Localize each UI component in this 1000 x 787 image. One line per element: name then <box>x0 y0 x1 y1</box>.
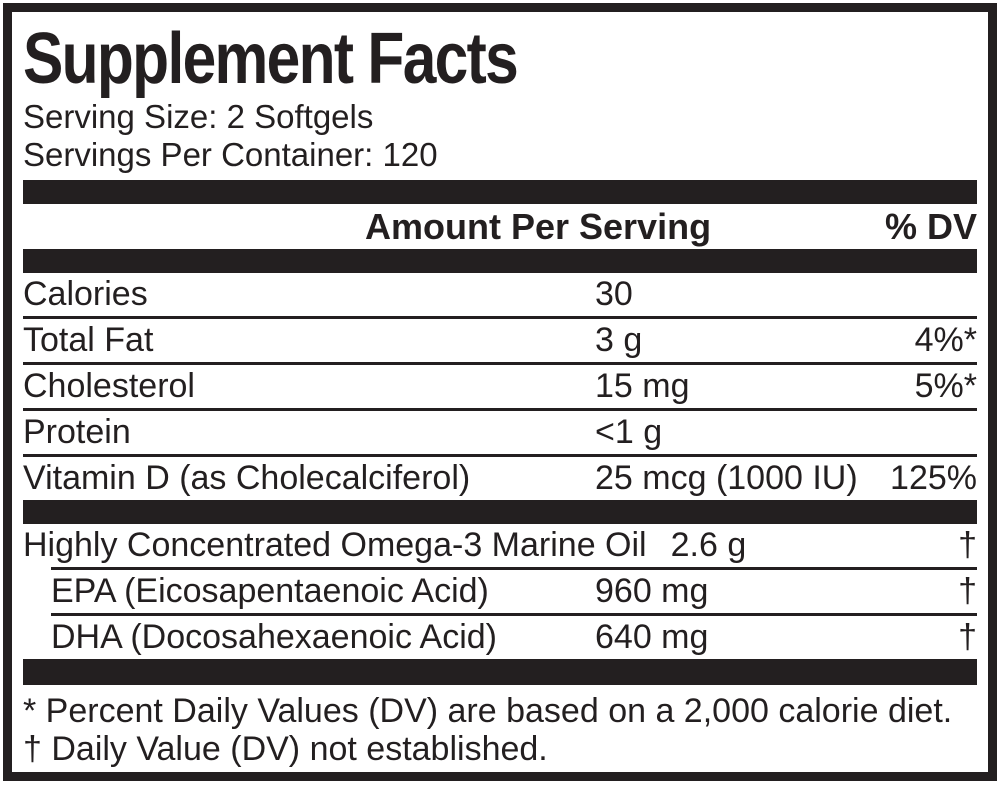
serving-size: Serving Size: 2 Softgels <box>23 98 374 135</box>
page-title-text: Supplement Facts <box>23 19 519 99</box>
column-header-amount: Amount Per Serving <box>365 205 712 247</box>
nutrient-dv-dagger: † <box>958 572 977 610</box>
nutrient-dv: 5%* <box>914 367 977 405</box>
nutrient-name: Protein <box>23 413 131 451</box>
divider-bar-bottom <box>23 659 977 685</box>
row-separator <box>23 454 977 457</box>
nutrient-amount: 640 mg <box>595 618 709 656</box>
nutrient-name: Vitamin D (as Cholecalciferol) <box>23 459 471 497</box>
nutrient-amount: 30 <box>595 275 633 313</box>
row-separator <box>23 408 977 411</box>
row-separator-indented <box>51 567 977 570</box>
nutrient-amount: 3 g <box>595 321 643 359</box>
footnotes: * Percent Daily Values (DV) are based on… <box>23 685 977 768</box>
nutrient-name: EPA (Eicosapentaenoic Acid) <box>51 572 489 610</box>
divider-bar-middle <box>23 500 977 524</box>
nutrient-amount: <1 g <box>595 413 663 451</box>
column-header-dv: % DV <box>884 205 977 247</box>
table-row-protein: Protein <1 g <box>23 411 977 454</box>
table-row-vitamin-d: Vitamin D (as Cholecalciferol) 25 mcg (1… <box>23 457 977 500</box>
nutrient-dv-dagger: † <box>958 618 977 656</box>
nutrient-dv: 4%* <box>914 321 977 359</box>
nutrient-name: Total Fat <box>23 321 154 359</box>
supplement-facts-label: Supplement Facts Serving Size: 2 Softgel… <box>3 3 997 781</box>
nutrient-amount: 960 mg <box>595 572 709 610</box>
table-row-omega3-oil: Highly Concentrated Omega-3 Marine Oil 2… <box>23 524 977 567</box>
table-row-total-fat: Total Fat 3 g 4%* <box>23 319 977 362</box>
nutrient-name: Cholesterol <box>23 367 195 405</box>
table-row-dha: DHA (Docosahexaenoic Acid) 640 mg † <box>23 616 977 659</box>
divider-bar-header <box>23 249 977 273</box>
nutrient-name: Calories <box>23 275 148 313</box>
nutrient-dv: 125% <box>890 459 977 497</box>
table-row-calories: Calories 30 <box>23 273 977 316</box>
nutrient-name: Highly Concentrated Omega-3 Marine Oil <box>23 526 647 564</box>
footnote-percent-dv: * Percent Daily Values (DV) are based on… <box>23 692 953 730</box>
table-row-cholesterol: Cholesterol 15 mg 5%* <box>23 365 977 408</box>
row-separator <box>23 316 977 319</box>
row-separator <box>23 362 977 365</box>
nutrient-amount: 15 mg <box>595 367 690 405</box>
table-row-epa: EPA (Eicosapentaenoic Acid) 960 mg † <box>23 570 977 613</box>
nutrient-amount: 25 mcg (1000 IU) <box>595 459 858 497</box>
footnote-dagger: † Daily Value (DV) not established. <box>23 730 548 768</box>
row-separator-indented <box>51 613 977 616</box>
column-header-row: Amount Per Serving % DV <box>23 204 977 249</box>
nutrient-name: DHA (Docosahexaenoic Acid) <box>51 618 498 656</box>
nutrient-dv-dagger: † <box>958 526 977 564</box>
divider-bar-top <box>23 180 977 204</box>
nutrient-amount: 2.6 g <box>670 526 747 564</box>
servings-per-container: Servings Per Container: 120 <box>23 136 438 173</box>
page-title: Supplement Facts <box>23 12 977 99</box>
